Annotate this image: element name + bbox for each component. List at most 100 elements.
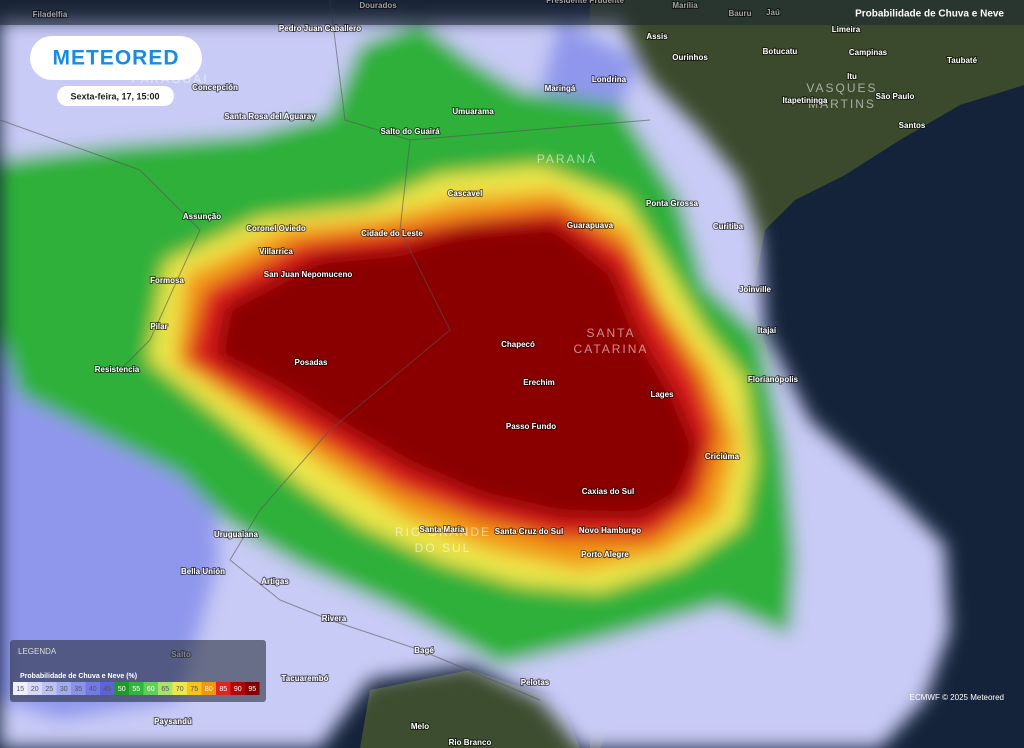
legend-swatch: [245, 682, 260, 695]
city-label: Campinas: [849, 48, 888, 57]
city-label: Pelotas: [521, 678, 550, 687]
city-label: Maringá: [545, 84, 576, 93]
borders: [0, 0, 651, 701]
legend-swatch: [216, 682, 231, 695]
city-label: Coronel Oviedo: [246, 224, 306, 233]
city-label: Itajaí: [758, 326, 777, 335]
city-label: Santos: [899, 121, 926, 130]
city-label: Novo Hamburgo: [579, 526, 641, 535]
city-label: Porto Alegre: [581, 550, 629, 559]
city-label: Criciúma: [705, 452, 740, 461]
legend-swatch: [201, 682, 216, 695]
legend-swatch: [129, 682, 144, 695]
city-label: San Juan Nepomuceno: [264, 270, 353, 279]
legend-value: 55: [132, 686, 140, 693]
city-label: Dourados: [359, 1, 397, 10]
city-label: Villarrica: [259, 247, 293, 256]
city-label: Rio Branco: [449, 738, 492, 747]
city-label: Jaú: [766, 8, 780, 17]
city-label: Botucatu: [763, 47, 798, 56]
layer-title: Probabilidade de Chuva e Neve: [855, 9, 1004, 20]
legend-value: 40: [89, 686, 97, 693]
legend-value: 15: [16, 686, 24, 693]
region-label: PARAGUAI: [131, 72, 208, 86]
city-label: Bella Unión: [181, 567, 225, 576]
city-label: Londrina: [592, 75, 627, 84]
legend-scale: 15 20 25 30 35 40 45 50 55 60 65 70 75 80 85 90 95: [13, 682, 260, 695]
city-label: Cascavel: [448, 189, 483, 198]
region-label: RIO GRANDE: [395, 525, 491, 539]
legend-value: 75: [190, 686, 198, 693]
city-label: Santa Rosa del Aguaray: [224, 112, 316, 121]
city-label: Umuarama: [452, 107, 494, 116]
city-label: Salto do Guairá: [380, 127, 440, 136]
city-label: Limeira: [832, 25, 861, 34]
logo[interactable]: METEORED: [52, 47, 179, 70]
city-label: Filadelfia: [33, 10, 68, 19]
legend-value: 95: [248, 686, 256, 693]
city-label: Bauru: [728, 9, 751, 18]
legend-swatch: [158, 682, 173, 695]
legend-swatch: [71, 682, 86, 695]
legend-swatch: [230, 682, 245, 695]
logo-pill[interactable]: [30, 36, 202, 80]
city-label: Pedro Juan Caballero: [279, 24, 361, 33]
city-label: Assis: [646, 32, 668, 41]
city-label: São Paulo: [876, 92, 915, 101]
region-label: VASQUES: [806, 81, 877, 95]
legend-value: 20: [31, 686, 39, 693]
city-label: Bagé: [414, 646, 434, 655]
legend-title: LEGENDA: [18, 647, 57, 656]
city-label: Assunção: [183, 212, 221, 221]
legend-swatch: [172, 682, 187, 695]
city-label: Presidente Prudente: [546, 0, 624, 5]
city-labels: Filadelfia Dourados Presidente Prudente Mar…: [32, 0, 979, 748]
legend-value: 85: [219, 686, 227, 693]
legend-value: 25: [45, 686, 53, 693]
city-label: Paysandú: [154, 717, 192, 726]
city-label: Formosa: [150, 276, 184, 285]
legend-swatch: [114, 682, 129, 695]
legend-value: 65: [161, 686, 169, 693]
city-label: Taubaté: [947, 56, 978, 65]
city-label: Melo: [411, 722, 429, 731]
top-bar: [0, 0, 1024, 25]
city-label: Guarapuava: [567, 221, 614, 230]
city-label: Tacuarembó: [282, 674, 329, 683]
city-label: Caxias do Sul: [582, 487, 634, 496]
legend-value: 90: [234, 686, 242, 693]
city-label: Santa Maria: [420, 525, 465, 534]
region-label: CATARINA: [574, 342, 649, 356]
city-label: Ourinhos: [672, 53, 708, 62]
legend-value: 30: [60, 686, 68, 693]
city-label: Itu: [847, 72, 857, 81]
legend-value: 60: [147, 686, 155, 693]
city-label: Chapecó: [501, 340, 535, 349]
legend-swatch: [56, 682, 71, 695]
legend-value: 45: [103, 686, 111, 693]
city-label: Erechim: [523, 378, 555, 387]
date-pill[interactable]: [57, 86, 174, 106]
city-label: Passo Fundo: [506, 422, 556, 431]
legend-swatch: [27, 682, 42, 695]
date[interactable]: Sexta-feira, 17, 15:00: [70, 91, 159, 101]
city-label: Santa Cruz do Sul: [495, 527, 563, 536]
city-label: Uruguaiana: [214, 530, 259, 539]
city-label: Curitiba: [713, 222, 744, 231]
legend-value: 80: [205, 686, 213, 693]
city-label: Concepción: [192, 83, 238, 92]
legend-subtitle: Probabilidade de Chuva e Neve (%): [20, 673, 137, 680]
legend-swatch: [13, 682, 28, 695]
credit: ECMWF © 2025 Meteored: [910, 693, 1004, 702]
legend-value: 50: [118, 686, 126, 693]
city-label: Rivera: [322, 614, 347, 623]
city-label: Joinville: [739, 285, 772, 294]
region-label: MARTINS: [808, 97, 876, 111]
city-label: Artigas: [261, 577, 289, 586]
city-label: Ponta Grossa: [646, 199, 699, 208]
legend-value: 70: [176, 686, 184, 693]
city-label: Florianópolis: [748, 375, 799, 384]
city-label: Cidade do Leste: [361, 229, 423, 238]
